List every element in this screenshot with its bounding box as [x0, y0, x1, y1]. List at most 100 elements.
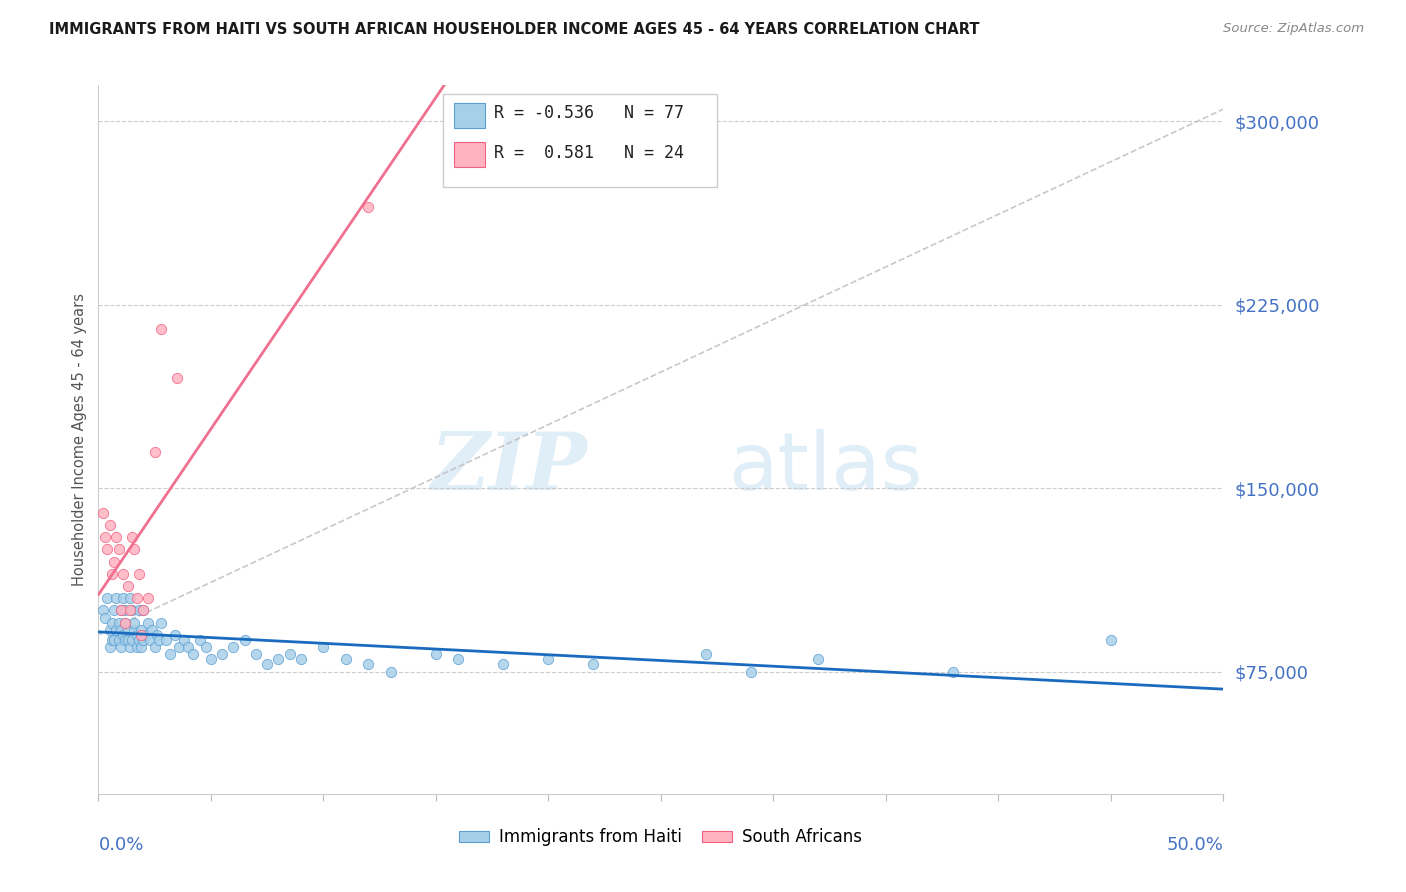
Point [114, 632, 136, 647]
Text: Source: ZipAtlas.com: Source: ZipAtlas.com [1223, 22, 1364, 36]
Point [233, 632, 256, 647]
Point [163, 628, 186, 642]
Point [695, 648, 717, 662]
Point [143, 444, 166, 458]
Point [942, 665, 965, 679]
Point [94, 530, 117, 544]
Point [245, 648, 267, 662]
Point [124, 623, 146, 637]
Point [112, 591, 135, 606]
Point [114, 603, 136, 617]
Point [141, 623, 163, 637]
Point [290, 652, 312, 666]
Point [114, 615, 136, 630]
Point [740, 665, 762, 679]
Point [136, 615, 159, 630]
Text: IMMIGRANTS FROM HAITI VS SOUTH AFRICAN HOUSEHOLDER INCOME AGES 45 - 64 YEARS COR: IMMIGRANTS FROM HAITI VS SOUTH AFRICAN H… [49, 22, 980, 37]
Point [125, 628, 148, 642]
Point [121, 530, 143, 544]
Point [103, 555, 125, 569]
Point [169, 640, 191, 655]
Point [94, 611, 117, 625]
Point [103, 632, 125, 647]
Point [132, 603, 155, 617]
Point [114, 615, 136, 630]
Point [132, 632, 155, 647]
Point [110, 623, 132, 637]
Point [98, 640, 121, 655]
Point [425, 648, 447, 662]
Point [121, 632, 143, 647]
Point [267, 652, 290, 666]
Text: 0.0%: 0.0% [98, 837, 143, 855]
Point [582, 657, 605, 672]
Text: R = -0.536   N = 77: R = -0.536 N = 77 [494, 104, 683, 122]
Point [128, 566, 150, 581]
Point [129, 623, 152, 637]
Point [139, 632, 162, 647]
Point [150, 615, 173, 630]
Point [148, 632, 170, 647]
Point [121, 603, 143, 617]
Point [118, 603, 141, 617]
Text: R =  0.581   N = 24: R = 0.581 N = 24 [494, 144, 683, 161]
Point [124, 615, 146, 630]
Text: ZIP: ZIP [430, 429, 588, 507]
Point [173, 632, 195, 647]
Point [96, 591, 118, 606]
Y-axis label: Householder Income Ages 45 - 64 years: Householder Income Ages 45 - 64 years [72, 293, 87, 586]
Point [96, 542, 118, 557]
Point [492, 657, 515, 672]
Point [112, 566, 135, 581]
Point [807, 652, 830, 666]
Point [107, 542, 129, 557]
Point [125, 591, 148, 606]
Point [222, 640, 245, 655]
Point [177, 640, 200, 655]
Point [128, 603, 150, 617]
Point [150, 322, 173, 336]
Legend: Immigrants from Haiti, South Africans: Immigrants from Haiti, South Africans [453, 822, 869, 853]
Point [110, 603, 132, 617]
Point [117, 623, 139, 637]
Point [129, 628, 152, 642]
Point [98, 517, 121, 532]
Point [211, 648, 233, 662]
Text: atlas: atlas [728, 429, 922, 507]
Point [107, 632, 129, 647]
Point [124, 542, 146, 557]
Point [132, 603, 155, 617]
Point [129, 640, 152, 655]
Point [105, 530, 128, 544]
Point [91, 506, 114, 520]
Point [91, 603, 114, 617]
Point [125, 640, 148, 655]
Point [195, 640, 218, 655]
Point [256, 657, 278, 672]
Point [112, 628, 135, 642]
Point [110, 603, 132, 617]
Point [357, 200, 380, 214]
Point [117, 632, 139, 647]
Point [117, 579, 139, 593]
Point [181, 648, 204, 662]
Point [107, 615, 129, 630]
Point [135, 628, 157, 642]
Point [101, 632, 124, 647]
Point [166, 371, 188, 385]
Point [118, 640, 141, 655]
Point [537, 652, 560, 666]
Point [105, 623, 128, 637]
Point [128, 632, 150, 647]
Point [155, 632, 177, 647]
Point [110, 640, 132, 655]
Point [447, 652, 470, 666]
Point [278, 648, 301, 662]
Point [1099, 632, 1122, 647]
Point [136, 591, 159, 606]
Point [188, 632, 211, 647]
Point [380, 665, 402, 679]
Point [98, 623, 121, 637]
Point [357, 657, 380, 672]
Point [101, 566, 124, 581]
